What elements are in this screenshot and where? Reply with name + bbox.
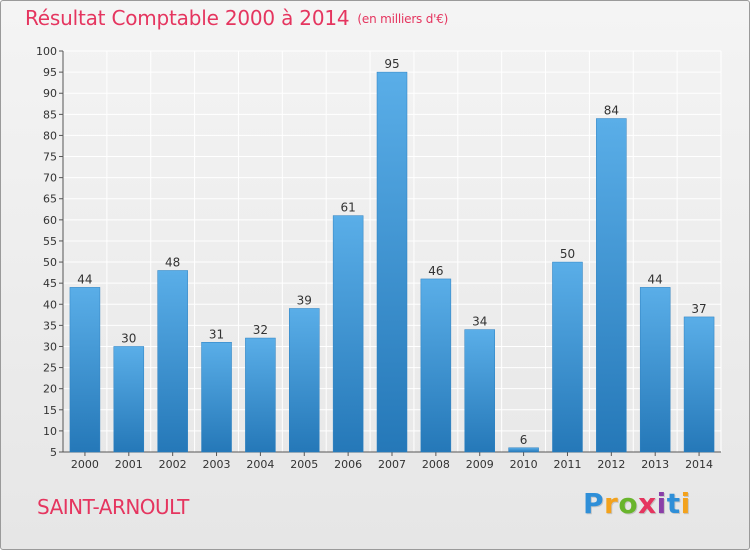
bar [683, 316, 715, 453]
bar [245, 337, 276, 453]
bar [332, 215, 364, 453]
x-tick-label: 2008 [422, 458, 450, 471]
y-tick-label: 25 [43, 362, 57, 375]
y-tick-label: 50 [43, 256, 57, 269]
x-tick-label: 2003 [203, 458, 231, 471]
x-tick-label: 2005 [290, 458, 318, 471]
bar-value-label: 44 [77, 272, 92, 286]
bar-value-label: 48 [165, 255, 180, 269]
proxiti-logo: Proxiti [583, 487, 691, 520]
logo-letter: t [666, 487, 681, 520]
bar [508, 447, 539, 453]
y-tick-label: 75 [43, 151, 57, 164]
chart-unit-label: (en milliers d'€) [357, 12, 449, 26]
x-tick-label: 2002 [159, 458, 187, 471]
y-tick-label: 20 [43, 383, 57, 396]
x-tick-label: 2011 [553, 458, 581, 471]
bar-value-label: 95 [384, 57, 399, 71]
bar-value-label: 61 [340, 201, 355, 215]
y-tick-label: 55 [43, 235, 57, 248]
x-tick-label: 2000 [71, 458, 99, 471]
bars [69, 71, 715, 453]
bar [201, 342, 232, 453]
bar-value-label: 44 [648, 272, 663, 286]
logo-letter: i [656, 487, 667, 520]
logo-letter: i [680, 487, 691, 520]
bar [113, 346, 145, 453]
bar [639, 287, 671, 453]
y-tick-label: 80 [43, 129, 57, 142]
data-labels: 44 2000 30 2001 48 2002 31 2003 32 2004 39 2005 61 20… [71, 57, 713, 471]
bar [420, 278, 452, 453]
y-tick-label: 10 [43, 425, 57, 438]
bar [289, 308, 320, 453]
x-tick-label: 2010 [510, 458, 538, 471]
logo-letter: o [618, 487, 639, 520]
logo-letter: P [583, 487, 605, 520]
x-tick-label: 2014 [685, 458, 713, 471]
bar-value-label: 34 [472, 315, 487, 329]
logo-letter: r [604, 487, 619, 520]
x-tick-label: 2004 [246, 458, 274, 471]
bar-value-label: 6 [520, 433, 528, 447]
bar [596, 118, 627, 453]
bar-value-label: 84 [604, 104, 619, 118]
bar [464, 329, 495, 453]
y-tick-label: 60 [43, 214, 57, 227]
bar-value-label: 39 [297, 293, 312, 307]
x-tick-label: 2007 [378, 458, 406, 471]
y-tick-label: 65 [43, 193, 57, 206]
y-tick-label: 100 [36, 45, 57, 58]
logo-letter: x [638, 487, 657, 520]
y-tick-label: 5 [50, 446, 57, 459]
x-tick-label: 2013 [641, 458, 669, 471]
bar-value-label: 46 [428, 264, 443, 278]
bar-value-label: 30 [121, 331, 136, 345]
y-tick-label: 70 [43, 172, 57, 185]
bar [376, 71, 408, 453]
y-tick-label: 95 [43, 66, 57, 79]
bar [552, 261, 583, 453]
y-tick-label: 30 [43, 340, 57, 353]
x-tick-label: 2006 [334, 458, 362, 471]
x-tick-label: 2009 [466, 458, 494, 471]
y-tick-label: 15 [43, 404, 57, 417]
bar-value-label: 32 [253, 323, 268, 337]
y-tick-label: 90 [43, 87, 57, 100]
chart-title-text: Résultat Comptable 2000 à 2014 [25, 6, 350, 30]
y-tick-label: 85 [43, 108, 57, 121]
y-tick-label: 45 [43, 277, 57, 290]
commune-name: SAINT-ARNOULT [37, 495, 189, 519]
bar-value-label: 31 [209, 327, 224, 341]
x-tick-label: 2012 [597, 458, 625, 471]
bar-value-label: 50 [560, 247, 575, 261]
bar [157, 270, 188, 453]
y-tick-label: 40 [43, 298, 57, 311]
y-tick-label: 35 [43, 319, 57, 332]
chart-title: Résultat Comptable 2000 à 2014 (en millie… [25, 6, 448, 30]
bar [69, 287, 101, 453]
bar-value-label: 37 [691, 302, 706, 316]
x-tick-label: 2001 [115, 458, 143, 471]
